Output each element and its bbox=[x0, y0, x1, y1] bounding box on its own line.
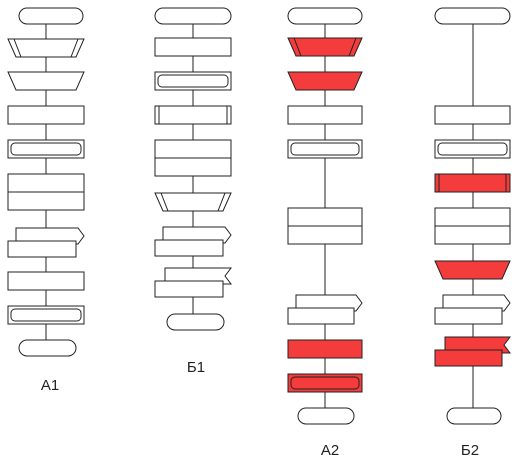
terminator bbox=[18, 339, 77, 357]
insert-inner bbox=[157, 74, 229, 88]
column-label: Б1 bbox=[187, 359, 205, 376]
side-line bbox=[348, 37, 357, 57]
terminator bbox=[297, 407, 355, 425]
loop-block bbox=[287, 37, 363, 57]
insert-inner bbox=[10, 142, 82, 156]
loop-block bbox=[287, 71, 363, 91]
terminator bbox=[287, 7, 363, 25]
column-label: А2 bbox=[321, 442, 339, 459]
loop-block bbox=[434, 260, 511, 280]
insert-inner bbox=[290, 376, 360, 390]
action-block bbox=[7, 271, 85, 291]
side-line bbox=[70, 38, 79, 58]
subroutine-block bbox=[154, 105, 232, 125]
output-base bbox=[287, 307, 355, 325]
column-label: А1 bbox=[41, 377, 59, 394]
insert-inner bbox=[290, 142, 360, 156]
column-label: Б2 bbox=[461, 442, 479, 459]
input-base bbox=[434, 349, 503, 367]
terminator bbox=[166, 313, 225, 331]
output-base bbox=[7, 240, 77, 258]
action-block bbox=[287, 339, 363, 359]
terminator bbox=[434, 7, 511, 25]
terminator bbox=[446, 407, 502, 425]
side-line bbox=[13, 38, 22, 58]
action-block bbox=[154, 37, 232, 57]
output-base bbox=[434, 307, 503, 325]
side-line bbox=[293, 37, 302, 57]
loop-block bbox=[154, 192, 232, 212]
side-line bbox=[217, 192, 226, 212]
subroutine-block bbox=[434, 173, 511, 193]
action-block bbox=[287, 105, 363, 125]
loop-block bbox=[7, 38, 85, 58]
loop-block bbox=[7, 71, 85, 91]
insert-inner bbox=[10, 308, 82, 322]
action-block bbox=[434, 105, 511, 125]
insert-inner bbox=[437, 142, 508, 156]
input-base bbox=[154, 280, 224, 298]
side-line bbox=[160, 192, 169, 212]
action-block bbox=[7, 105, 85, 125]
terminator bbox=[154, 7, 232, 25]
terminator bbox=[18, 7, 84, 25]
output-base bbox=[154, 239, 224, 257]
